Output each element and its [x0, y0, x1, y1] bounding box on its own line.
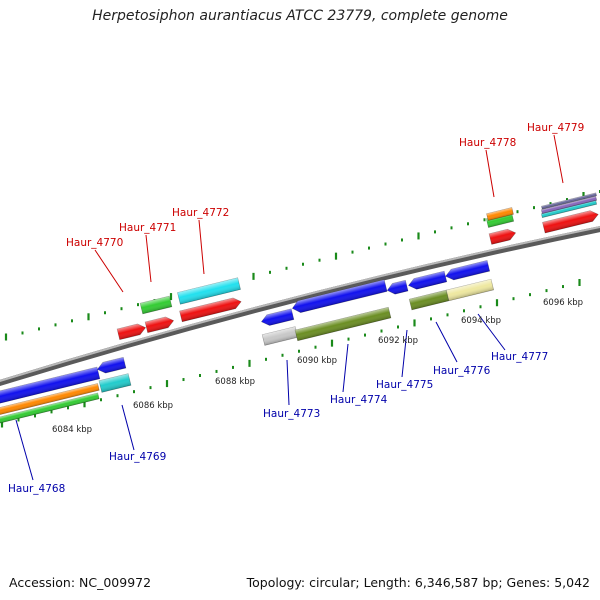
leader-line — [435, 321, 458, 363]
accession-text: Accession: NC_009972 — [9, 575, 152, 590]
gene-label: Haur_4768 — [8, 483, 65, 495]
genome-backbone — [0, 225, 600, 387]
gene-bar-haur-4778 — [488, 228, 517, 245]
gene-label: Haur_4778 — [459, 137, 516, 149]
leader-line — [342, 343, 349, 393]
scale-label: 6088 kbp — [215, 377, 255, 387]
genome-summary-text: Topology: circular; Length: 6,346,587 bp… — [246, 575, 590, 590]
gene-bar-haur-4772-rna — [177, 277, 241, 305]
leader-line — [121, 404, 135, 451]
gene-bar-haur-4768-cds — [0, 383, 100, 417]
scale-label: 6090 kbp — [297, 356, 337, 366]
scale-label: 6086 kbp — [133, 401, 173, 411]
gene-label: Haur_4776 — [433, 365, 491, 377]
leader-line — [553, 134, 564, 184]
gene-bar-haur-4771 — [144, 316, 175, 334]
gene-bar-haur-4772 — [179, 297, 242, 323]
gene-label: Haur_4779 — [527, 122, 584, 134]
gene-bar-haur-4773 — [260, 308, 295, 326]
leader-line — [401, 329, 408, 378]
gene-bar-haur-4778-cds — [486, 207, 514, 221]
gene-label: Haur_4769 — [109, 451, 166, 463]
gene-label: Haur_4771 — [119, 222, 176, 234]
gene-label: Haur_4777 — [491, 351, 548, 363]
leader-line — [15, 419, 34, 481]
gene-bar-haur-4769 — [96, 356, 127, 374]
scale-label: 6096 kbp — [543, 298, 583, 308]
gene-bar-haur-4771-rna — [139, 295, 173, 315]
gene-bar-haur-4774 — [291, 279, 388, 313]
gene-bar-haur-4769-rna — [98, 373, 132, 393]
gene-bar-haur-4773-rna — [261, 326, 299, 346]
scale-label: 6094 kbp — [461, 316, 501, 326]
gene-label: Haur_4773 — [263, 408, 320, 420]
leader-line — [198, 219, 205, 275]
gene-bar-haur-4779-c — [541, 192, 597, 210]
map-title: Herpetosiphon aurantiacus ATCC 23779, co… — [92, 8, 508, 24]
gene-bar-haur-4779 — [542, 210, 599, 234]
leader-line — [145, 234, 152, 283]
leader-line — [94, 249, 124, 293]
gene-bar-haur-4776-rna — [408, 289, 450, 311]
gene-label: Haur_4774 — [330, 394, 388, 406]
gene-label: Haur_4775 — [376, 379, 433, 391]
gene-bar-haur-4779-b — [540, 196, 598, 214]
leader-line — [286, 359, 290, 406]
gene-bar-haur-4775 — [386, 279, 409, 295]
gene-bar-haur-4768-rna — [0, 392, 100, 426]
gene-bar-haur-4768 — [0, 366, 101, 404]
gene-label: Haur_4770 — [66, 237, 123, 249]
gene-label: Haur_4772 — [172, 207, 229, 219]
scale-label: 6084 kbp — [52, 425, 92, 435]
gene-bar-haur-4777-rna — [445, 278, 495, 302]
leader-line — [485, 149, 495, 198]
leader-line — [477, 313, 506, 351]
gene-bar-haur-4770 — [116, 323, 147, 341]
gene-bar-haur-4774-rna — [294, 306, 392, 342]
genome-backbone-highlight — [0, 226, 600, 382]
gene-bar-haur-4776 — [408, 270, 448, 290]
gene-bar-haur-4777 — [445, 260, 491, 281]
scale-label: 6092 kbp — [378, 336, 418, 346]
